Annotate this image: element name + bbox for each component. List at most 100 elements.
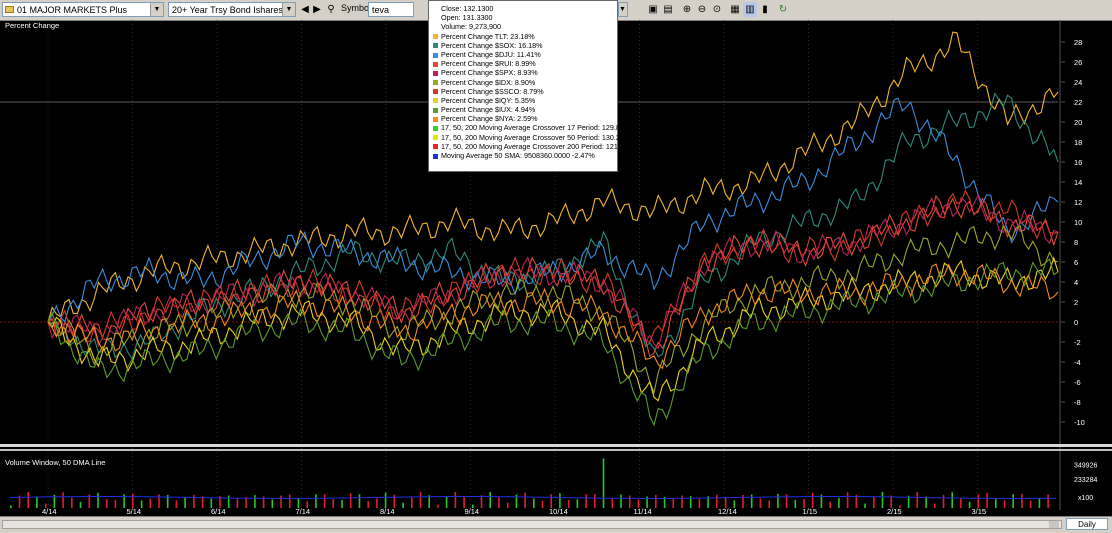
volume-bar: [1012, 494, 1014, 508]
volume-bar: [367, 500, 369, 508]
chevron-down-icon[interactable]: ▼: [150, 3, 163, 16]
volume-bar: [149, 498, 152, 508]
layout-icon[interactable]: ▥: [743, 2, 757, 17]
tooltip-entry: Percent Change $DJU: 11.41%: [433, 50, 613, 59]
y-tick-label: 18: [1074, 138, 1082, 147]
volume-bar: [907, 495, 910, 508]
bar-chart-icon[interactable]: ▮: [762, 4, 768, 15]
volume-bar: [838, 497, 840, 508]
volume-bar: [986, 492, 988, 508]
next-symbol-button[interactable]: ▶: [313, 4, 321, 15]
legend-swatch: [433, 43, 438, 49]
volume-bar: [846, 492, 849, 508]
x-tick-label: 5/14: [127, 507, 142, 516]
volume-bar: [733, 500, 736, 508]
chart-scrollbar[interactable]: [2, 520, 1062, 529]
chevron-down-icon[interactable]: ▼: [282, 3, 295, 16]
volume-bar: [803, 499, 805, 508]
legend-swatch: [433, 70, 438, 76]
volume-bar: [1047, 494, 1049, 508]
volume-y-tick-label: 349926: [1074, 463, 1097, 470]
volume-bar: [942, 494, 945, 508]
volume-bar: [297, 497, 300, 508]
y-tick-label: 10: [1074, 218, 1082, 227]
save-icon[interactable]: ▤: [663, 4, 673, 15]
panel-separator[interactable]: [0, 444, 1112, 451]
symbol-input[interactable]: teva: [368, 2, 414, 17]
legend-swatch: [433, 80, 438, 86]
series-line-tlt: [47, 31, 1059, 323]
volume-bar: [811, 492, 814, 508]
volume-bar: [227, 495, 230, 508]
y-tick-label: 20: [1074, 118, 1082, 127]
y-tick-label: 0: [1074, 318, 1078, 327]
tooltip-entry: Percent Change TLT: 23.18%: [433, 32, 613, 41]
volume-bar: [873, 496, 875, 508]
volume-bar: [53, 494, 56, 508]
volume-bar: [925, 496, 927, 508]
y-tick-label: -6: [1074, 378, 1081, 387]
volume-bar: [977, 494, 980, 508]
tooltip-entry-label: Percent Change $IDX: 8.90%: [441, 77, 536, 87]
grid-icon[interactable]: ▦: [730, 4, 740, 15]
volume-y-axis: 349926 233284 x100: [1074, 463, 1097, 502]
volume-bar: [594, 494, 596, 508]
volume-bar: [402, 502, 404, 508]
volume-bar: [245, 497, 247, 508]
volume-bar: [10, 505, 12, 508]
volume-bar: [576, 499, 579, 508]
volume-ma-line: [9, 496, 1057, 500]
prev-symbol-button[interactable]: ◀: [301, 4, 309, 15]
volume-bar: [132, 493, 134, 508]
volume-bar: [681, 495, 683, 508]
symbol-select[interactable]: 20+ Year Trsy Bond Ishares ▼: [168, 2, 296, 17]
zoom-out-icon[interactable]: ⊖: [697, 4, 707, 15]
volume-bar: [175, 500, 178, 508]
refresh-icon[interactable]: ↻: [778, 4, 788, 15]
window-icon[interactable]: ▣: [648, 4, 658, 15]
binoculars-icon[interactable]: ⚲: [327, 4, 335, 15]
volume-bar: [855, 494, 858, 508]
volume-panel-title: Volume Window, 50 DMA Line: [5, 458, 106, 467]
series-line-ssco: [47, 189, 1059, 343]
volume-bar: [995, 499, 997, 508]
chevron-down-icon[interactable]: ▼: [619, 3, 627, 16]
volume-bar: [332, 499, 335, 508]
zoom-fit-icon[interactable]: ⊙: [712, 4, 722, 15]
scrollbar-thumb[interactable]: [1049, 521, 1059, 528]
volume-bar: [454, 491, 457, 508]
volume-bar: [724, 497, 727, 508]
zoom-in-icon[interactable]: ⊕: [682, 4, 692, 15]
volume-bar: [158, 494, 160, 508]
tooltip-entry-label: Percent Change $SPX: 8.93%: [441, 68, 538, 78]
folder-icon: [5, 6, 14, 13]
volume-bar: [376, 498, 378, 508]
x-tick-label: 3/15: [972, 507, 987, 516]
volume-bar: [637, 499, 640, 508]
y-tick-label: -8: [1074, 398, 1081, 407]
y-tick-label: 14: [1074, 178, 1082, 187]
tooltip-entry: Percent Change $SOX: 16.18%: [433, 41, 613, 50]
volume-bar: [716, 494, 718, 508]
volume-bar: [480, 495, 483, 508]
x-tick-label: 6/14: [211, 507, 226, 516]
volume-bar: [1029, 500, 1032, 508]
y-tick-label: 16: [1074, 158, 1082, 167]
tooltip-close: Close: 132.1300: [441, 4, 494, 13]
volume-bar: [620, 494, 622, 508]
list-select[interactable]: 01 MAJOR MARKETS Plus ▼: [2, 2, 164, 17]
legend-swatch: [433, 107, 438, 113]
x-tick-label: 10/14: [549, 507, 568, 516]
volume-bar: [27, 491, 29, 508]
volume-bar: [794, 500, 797, 508]
tooltip-dropdown[interactable]: ▼: [618, 2, 628, 17]
volume-bar: [628, 495, 631, 508]
legend-swatch: [433, 61, 438, 67]
volume-bar: [550, 494, 552, 508]
volume-bar: [271, 499, 274, 508]
period-select[interactable]: Daily: [1066, 518, 1108, 530]
volume-bar: [288, 494, 291, 508]
chart-gridlines: [0, 20, 1061, 510]
volume-bar: [306, 501, 308, 508]
tooltip-entry: 17, 50, 200 Moving Average Crossover 17 …: [433, 123, 632, 132]
